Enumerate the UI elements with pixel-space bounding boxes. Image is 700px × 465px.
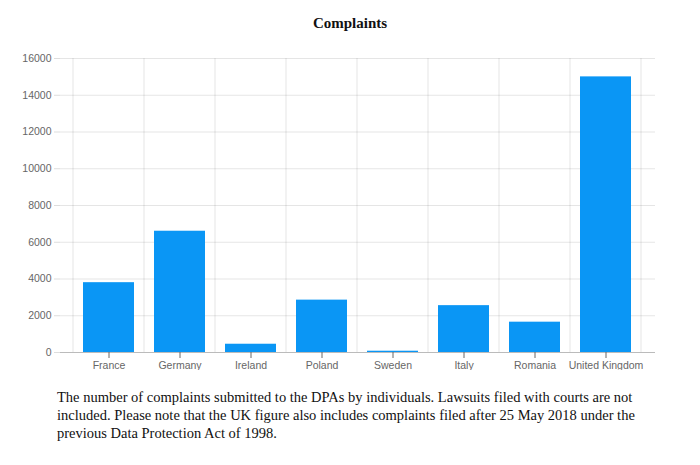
svg-text:10000: 10000 <box>22 162 51 174</box>
html-text:The number of complaints submi: The number of complaints submitted to th… <box>57 389 635 441</box>
svg-text:Poland: Poland <box>306 359 339 370</box>
svg-text:Germany: Germany <box>158 359 202 370</box>
svg-text:8000: 8000 <box>28 199 52 211</box>
svg-text:United Kingdom: United Kingdom <box>569 359 644 370</box>
svg-text:Sweden: Sweden <box>374 359 412 370</box>
svg-text:Romania: Romania <box>514 359 556 370</box>
svg-text:Italy: Italy <box>454 359 474 370</box>
svg-text:6000: 6000 <box>28 236 52 248</box>
html-text:Complaints: Complaints <box>312 15 388 31</box>
svg-text:4000: 4000 <box>28 272 52 284</box>
svg-text:Ireland: Ireland <box>235 359 267 370</box>
svg-text:0: 0 <box>46 346 52 358</box>
svg-text:12000: 12000 <box>22 125 51 137</box>
svg-text:France: France <box>93 359 126 370</box>
svg-text:2000: 2000 <box>28 309 52 321</box>
svg-text:14000: 14000 <box>22 89 51 101</box>
svg-text:16000: 16000 <box>22 52 51 64</box>
